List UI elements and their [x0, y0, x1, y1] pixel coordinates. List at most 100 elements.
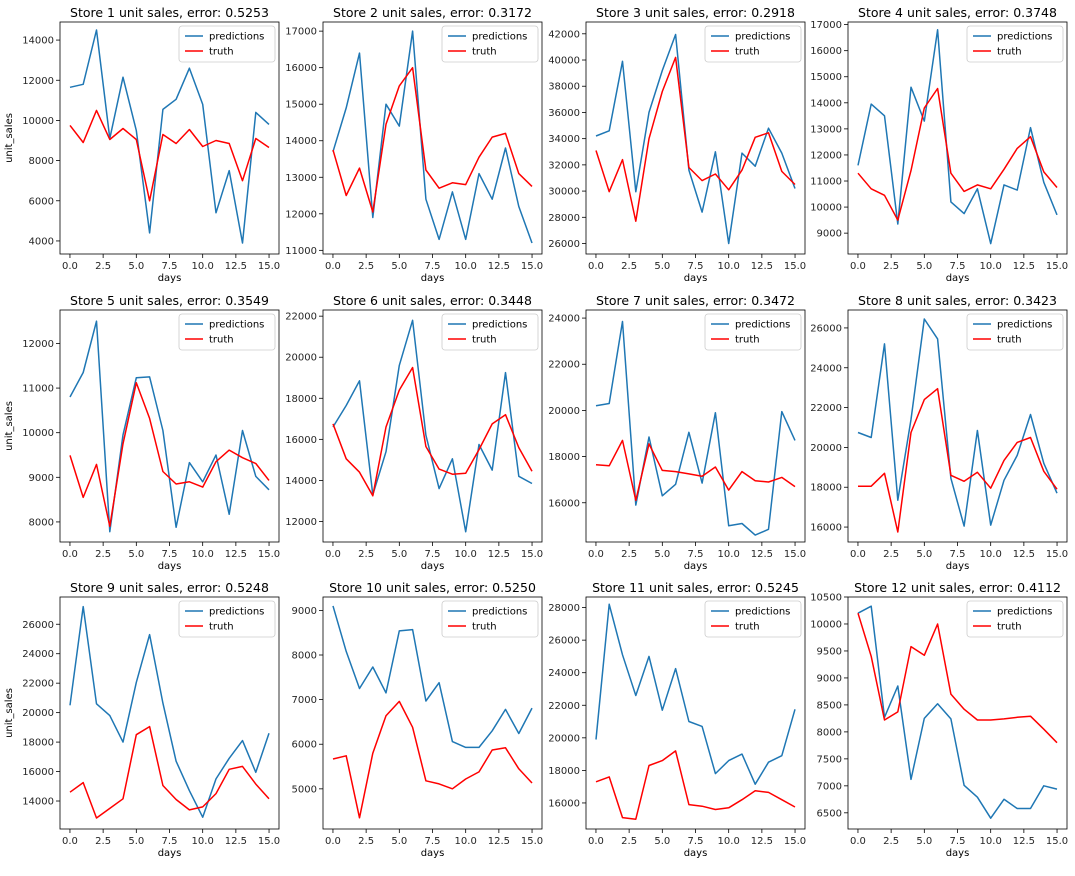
y-tick-label: 6000 — [29, 196, 54, 207]
y-tick-label: 16000 — [285, 63, 317, 74]
y-tick-label: 12000 — [285, 209, 317, 220]
chart-title: Store 9 unit sales, error: 0.5248 — [70, 580, 269, 595]
y-tick-label: 28000 — [548, 213, 580, 224]
y-tick-label: 20000 — [548, 406, 580, 417]
y-tick-label: 10000 — [22, 428, 54, 439]
y-axis-label: unit_sales — [4, 401, 15, 451]
y-tick-label: 22000 — [548, 701, 580, 712]
y-tick-label: 14000 — [22, 797, 54, 808]
series-line-truth — [69, 381, 270, 528]
legend-label-truth: truth — [209, 335, 234, 346]
legend-label-predictions: predictions — [997, 32, 1052, 43]
legend: predictions truth — [966, 313, 1064, 351]
x-tick-label: 0.0 — [588, 549, 604, 560]
chart-store-9: Store 9 unit sales, error: 0.5248 0.0 2.5 5… — [4, 580, 280, 859]
series-line-truth — [69, 109, 270, 202]
x-tick-label: 2.5 — [358, 549, 374, 560]
legend: predictions truth — [178, 25, 276, 63]
y-tick-label: 42000 — [548, 29, 580, 40]
y-tick-label: 8000 — [292, 651, 317, 662]
chart-title: Store 8 unit sales, error: 0.3423 — [858, 293, 1057, 308]
x-tick-label: 5.0 — [128, 836, 144, 847]
x-tick-label: 12.5 — [751, 261, 773, 272]
y-tick-label: 12000 — [810, 150, 842, 161]
x-tick-label: 10.0 — [980, 261, 1002, 272]
chart-title: Store 5 unit sales, error: 0.3549 — [70, 293, 269, 308]
x-tick-label: 2.5 — [621, 836, 637, 847]
y-tick-label: 26000 — [548, 636, 580, 647]
y-tick-label: 20000 — [285, 353, 317, 364]
legend-label-truth: truth — [735, 335, 760, 346]
x-tick-label: 2.5 — [883, 549, 899, 560]
chart-title: Store 2 unit sales, error: 0.3172 — [333, 5, 532, 20]
series-line-predictions — [69, 605, 270, 818]
x-tick-label: 10.0 — [455, 836, 477, 847]
legend: predictions truth — [704, 600, 802, 638]
y-tick-label: 40000 — [548, 56, 580, 67]
x-tick-label: 10.0 — [980, 549, 1002, 560]
x-tick-label: 15.0 — [1046, 836, 1068, 847]
chart-title: Store 10 unit sales, error: 0.5250 — [329, 580, 536, 595]
x-tick-label: 7.5 — [162, 836, 178, 847]
legend-box — [178, 25, 276, 63]
x-tick-label: 12.5 — [751, 836, 773, 847]
legend-box — [704, 600, 802, 638]
x-tick-label: 15.0 — [521, 261, 543, 272]
legend: predictions truth — [966, 25, 1064, 63]
legend-label-truth: truth — [735, 47, 760, 58]
y-tick-label: 17000 — [285, 27, 317, 38]
x-tick-label: 5.0 — [391, 836, 407, 847]
chart-store-1: Store 1 unit sales, error: 0.5253 0.0 2.5 5… — [4, 5, 280, 284]
x-tick-label: 7.5 — [425, 261, 441, 272]
x-axis-label: days — [158, 561, 182, 572]
y-tick-label: 15000 — [285, 100, 317, 111]
legend-label-predictions: predictions — [209, 32, 264, 43]
legend: predictions truth — [178, 600, 276, 638]
x-tick-label: 5.0 — [654, 549, 670, 560]
series-line-truth — [857, 612, 1058, 744]
y-tick-label: 26000 — [22, 620, 54, 631]
y-tick-label: 18000 — [810, 483, 842, 494]
x-tick-label: 10.0 — [718, 836, 740, 847]
y-tick-label: 13000 — [285, 173, 317, 184]
y-tick-label: 10000 — [22, 116, 54, 127]
y-tick-label: 38000 — [548, 82, 580, 93]
y-tick-label: 14000 — [22, 36, 54, 47]
x-tick-label: 2.5 — [358, 261, 374, 272]
y-tick-label: 26000 — [810, 323, 842, 334]
x-tick-label: 0.0 — [588, 836, 604, 847]
x-tick-label: 10.0 — [980, 836, 1002, 847]
x-tick-label: 5.0 — [916, 836, 932, 847]
y-axis-label: unit_sales — [4, 688, 15, 738]
x-tick-label: 0.0 — [62, 836, 78, 847]
x-tick-label: 2.5 — [883, 836, 899, 847]
legend-label-predictions: predictions — [997, 607, 1052, 618]
x-tick-label: 12.5 — [225, 549, 247, 560]
y-tick-label: 32000 — [548, 160, 580, 171]
y-tick-label: 7000 — [817, 781, 842, 792]
x-tick-label: 7.5 — [162, 261, 178, 272]
legend: predictions truth — [441, 25, 539, 63]
y-tick-label: 20000 — [810, 443, 842, 454]
legend: predictions truth — [704, 313, 802, 351]
chart-store-3: Store 3 unit sales, error: 0.2918 0.0 2.5 5… — [548, 5, 806, 284]
y-tick-label: 15000 — [810, 72, 842, 83]
legend-box — [441, 600, 539, 638]
legend-box — [704, 313, 802, 351]
x-tick-label: 5.0 — [128, 549, 144, 560]
legend: predictions truth — [441, 313, 539, 351]
chart-title: Store 12 unit sales, error: 0.4112 — [854, 580, 1061, 595]
y-tick-label: 18000 — [548, 452, 580, 463]
series-line-truth — [595, 439, 796, 502]
x-tick-label: 0.0 — [325, 836, 341, 847]
x-tick-label: 0.0 — [850, 836, 866, 847]
series-line-truth — [332, 366, 533, 497]
x-axis-label: days — [946, 848, 970, 859]
y-tick-label: 16000 — [285, 435, 317, 446]
legend-label-predictions: predictions — [735, 607, 790, 618]
y-tick-label: 8500 — [817, 700, 842, 711]
y-tick-label: 24000 — [548, 314, 580, 325]
x-tick-label: 15.0 — [258, 836, 280, 847]
legend-label-truth: truth — [209, 622, 234, 633]
x-tick-label: 15.0 — [521, 549, 543, 560]
